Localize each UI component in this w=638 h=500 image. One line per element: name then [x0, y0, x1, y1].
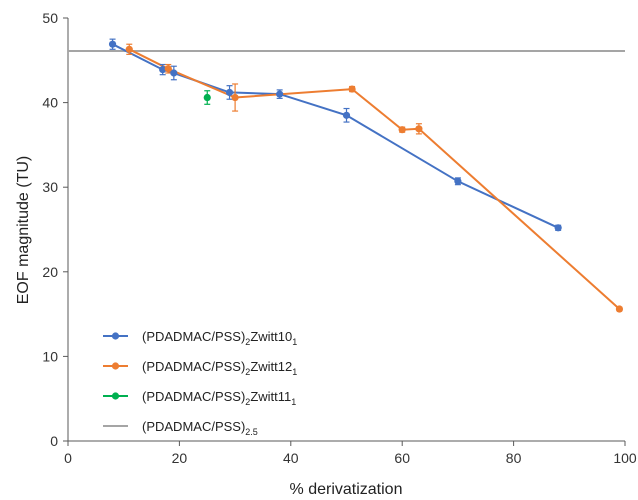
data-point-series-0-point-3 [225, 88, 234, 97]
legend-label-2: (PDADMAC/PSS)2Zwitt111 [142, 389, 296, 407]
axes [63, 17, 626, 446]
y-tick-label: 40 [42, 95, 58, 111]
legend-swatch-marker-2 [111, 392, 120, 400]
y-tick-label: 0 [50, 433, 58, 449]
series-line-0 [112, 43, 559, 229]
legend-label-3: (PDADMAC/PSS)2.5 [142, 419, 258, 437]
legend-label-0: (PDADMAC/PSS)2Zwitt101 [142, 329, 297, 347]
error-bars [109, 38, 623, 312]
y-tick-label: 20 [42, 264, 58, 280]
data-point-series-1-point-5 [415, 125, 423, 133]
x-tick-label: 100 [613, 450, 637, 466]
data-point-series-1-point-2 [231, 93, 239, 102]
x-tick-label: 20 [172, 450, 188, 466]
tick-labels: 0 10 20 30 40 50 0 20 40 60 80 100 [42, 10, 636, 466]
x-tick-label: 80 [506, 450, 522, 466]
legend-swatch-marker-0 [111, 332, 120, 340]
data-point-series-0-point-7 [554, 224, 562, 232]
data-point-series-0-point-1 [159, 66, 167, 74]
x-tick-label: 40 [283, 450, 299, 466]
data-point-series-1-point-6 [615, 305, 624, 313]
x-tick-label: 60 [394, 450, 410, 466]
data-point-series-0-point-5 [342, 111, 351, 119]
data-point-series-0-point-4 [276, 90, 284, 98]
y-axis-title: EOF magnitude (TU) [15, 156, 32, 304]
data-point-series-0-point-6 [454, 177, 462, 185]
data-point-series-1-point-1 [164, 65, 172, 73]
data-point-series-2-point-0 [203, 93, 211, 102]
y-tick-label: 30 [42, 179, 58, 195]
data-point-series-1-point-3 [348, 85, 356, 93]
legend: (PDADMAC/PSS)2Zwitt101 (PDADMAC/PSS)2Zwit… [103, 329, 297, 437]
data-point-series-0-point-2 [170, 69, 178, 77]
x-tick-label: 0 [64, 450, 72, 466]
data-point-series-1-point-4 [398, 126, 406, 134]
data-point-series-1-point-0 [125, 45, 133, 53]
data-point-series-0-point-0 [108, 40, 117, 48]
series-line-1 [128, 48, 621, 310]
legend-label-1: (PDADMAC/PSS)2Zwitt121 [142, 359, 297, 377]
legend-swatch-marker-1 [111, 362, 120, 370]
data-markers [108, 40, 624, 313]
y-tick-label: 10 [42, 348, 58, 364]
y-tick-label: 50 [42, 10, 58, 26]
series-lines [112, 43, 621, 310]
x-axis-title: % derivatization [290, 481, 403, 498]
